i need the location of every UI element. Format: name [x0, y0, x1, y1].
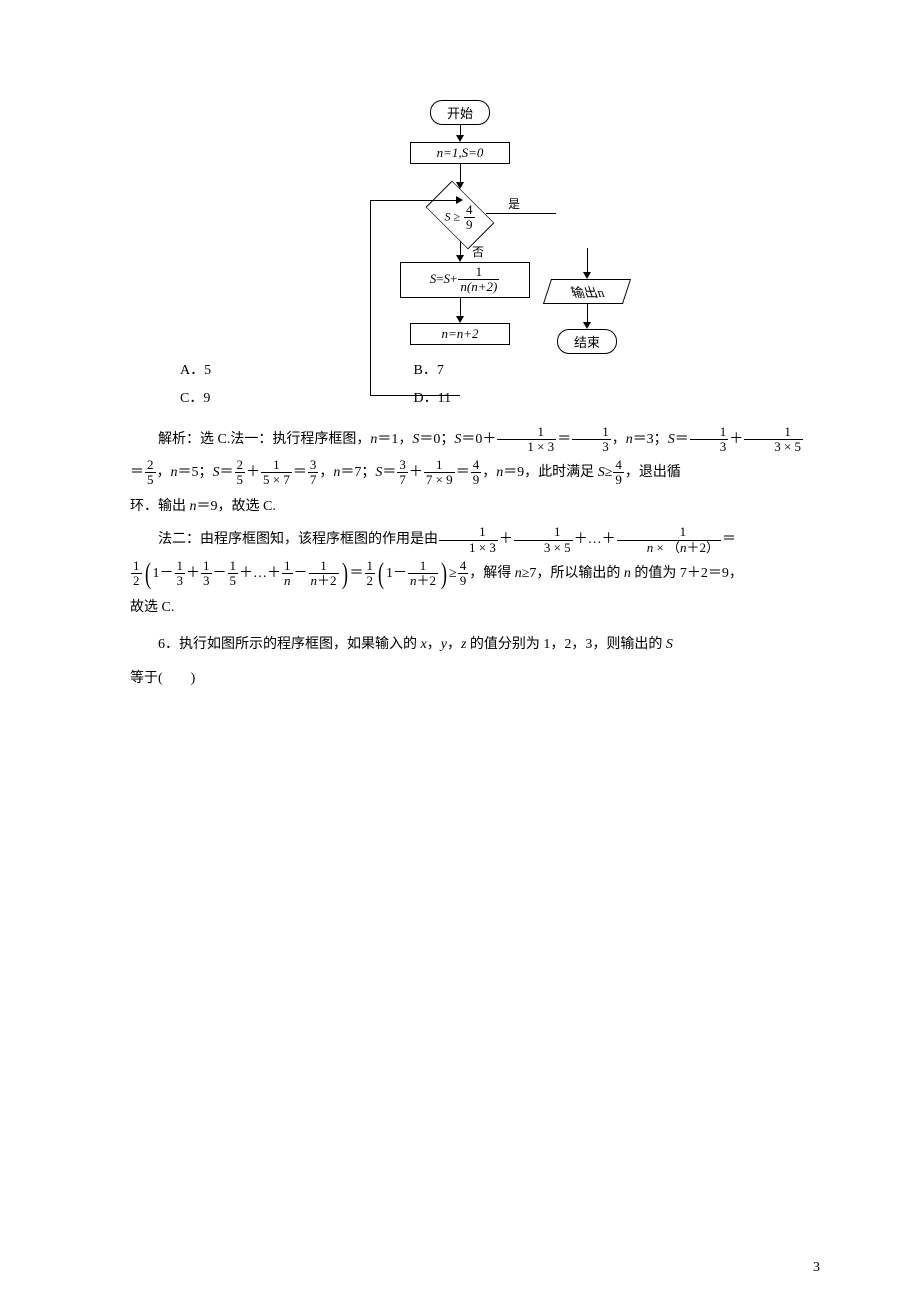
fc-end: 结束 — [557, 329, 617, 354]
fc-arrow-right-icon — [456, 196, 463, 204]
question-6: 6．执行如图所示的程序框图，如果输入的 x，y，z 的值分别为 1，2，3，则输… — [130, 628, 820, 662]
fc-loop-line — [370, 395, 460, 396]
fc-no-label: 否 — [472, 243, 484, 260]
fc-arrow-icon — [456, 255, 464, 262]
explanation-2: 法二：由程序框图知，该程序框图的作用是由11 × 3＋13 × 5＋…＋1n ×… — [130, 523, 820, 557]
fc-connector — [460, 125, 461, 135]
answer-list: A．5 B．7 C．9 D．11 — [180, 357, 820, 413]
fc-connector — [486, 213, 556, 214]
fc-output: 输出n — [543, 279, 631, 304]
explanation-2-line2: 12(1－13＋13－15＋…＋1n－1n＋2)＝12(1－1n＋2)≥49，解… — [130, 557, 820, 591]
fc-arrow-icon — [583, 322, 591, 329]
fc-connector — [460, 298, 461, 316]
explanation-1-line2: ＝25，n＝5；S＝25＋15 × 7＝37，n＝7；S＝37＋17 × 9＝4… — [130, 456, 820, 490]
fc-connector — [587, 248, 588, 272]
fc-connector — [460, 241, 461, 255]
fc-arrow-icon — [456, 135, 464, 142]
fc-arrow-icon — [583, 272, 591, 279]
answer-C: C．9 — [180, 385, 410, 413]
fc-connector — [460, 164, 461, 182]
fc-loop-line — [370, 200, 371, 396]
fc-update-n: n=n+2 — [410, 323, 510, 345]
explanation-1: 解析：选 C.法一：执行程序框图，n＝1，S＝0；S＝0＋11 × 3＝13，n… — [130, 423, 820, 457]
fc-start: 开始 — [430, 100, 490, 125]
fc-init: n=1,S=0 — [410, 142, 510, 164]
page-number: 3 — [813, 1260, 820, 1276]
flowchart: 开始 n=1,S=0 S ≥ 49 是 否 — [310, 100, 610, 345]
fc-connector — [587, 304, 588, 322]
fc-yes-label: 是 — [508, 195, 520, 212]
explanation-2-line3: 故选 C. — [130, 591, 820, 625]
explanation-1-line3: 环．输出 n＝9，故选 C. — [130, 490, 820, 524]
answer-D: D．11 — [414, 391, 452, 406]
fc-loop-line — [370, 200, 460, 201]
answer-B: B．7 — [414, 363, 444, 378]
question-6-line2: 等于( ) — [130, 662, 820, 696]
fc-arrow-icon — [456, 316, 464, 323]
fc-update-s: S=S+1n(n+2) — [400, 262, 530, 298]
answer-A: A．5 — [180, 357, 410, 385]
